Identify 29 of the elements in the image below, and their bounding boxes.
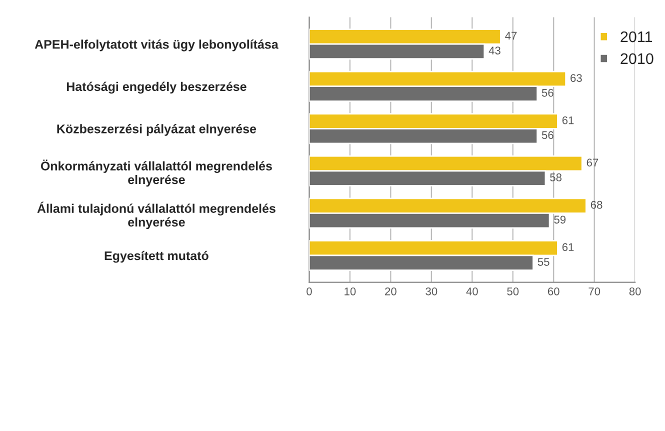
- y-tick-label: Állami tulajdonú vállalattól megrendelés elnyerése: [37, 202, 276, 230]
- x-tick-label: 70: [588, 287, 600, 296]
- data-label: 55: [538, 258, 550, 266]
- data-label: 56: [542, 88, 554, 97]
- data-label: 43: [488, 46, 500, 54]
- y-tick-label: APEH-elfolytatott vitás ügy lebonyolítása: [34, 40, 278, 52]
- x-tick-label: 60: [548, 287, 560, 296]
- x-tick-label: 10: [344, 287, 356, 296]
- x-tick-label: 80: [629, 287, 641, 296]
- data-label: 47: [505, 32, 517, 40]
- data-label: 61: [562, 116, 574, 124]
- data-label: 59: [554, 216, 566, 224]
- data-label: 67: [586, 158, 598, 166]
- data-label: 63: [570, 74, 582, 82]
- x-tick-label: 0: [306, 287, 312, 296]
- x-tick-label: 20: [385, 287, 396, 296]
- legend-label: 2011: [620, 31, 652, 42]
- data-label: 61: [562, 243, 574, 252]
- y-tick-label: Hatósági engedély beszerzése: [66, 82, 246, 94]
- data-label: 68: [590, 200, 602, 209]
- data-label: 56: [542, 131, 554, 140]
- y-tick-label: Önkormányzati vállalattól megrendelés elnyerése: [40, 160, 272, 187]
- y-tick-label: Közbeszerzési pályázat elnyerése: [57, 124, 256, 136]
- y-tick-label: Egyesített mutató: [104, 250, 208, 263]
- x-tick-label: 50: [507, 287, 519, 296]
- legend-label: 2010: [620, 53, 654, 64]
- data-label: 58: [550, 173, 562, 182]
- x-tick-label: 30: [426, 287, 438, 296]
- x-tick-label: 40: [466, 287, 478, 296]
